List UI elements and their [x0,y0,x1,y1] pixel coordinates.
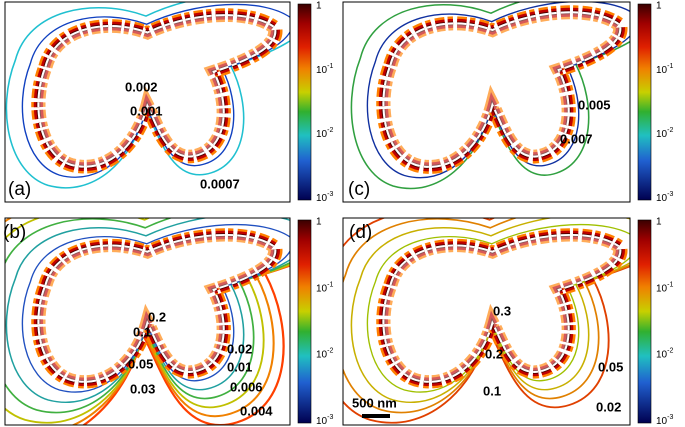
colorbar-tick: 10-3 [316,191,333,203]
tick-base: 10 [656,349,668,360]
colorbar [637,3,652,201]
tick-base: 10 [316,65,328,76]
colorbar [297,3,312,201]
tick-exp: -3 [327,191,333,198]
colorbar-tick: 10-3 [656,414,673,426]
contour-label: 0.3 [493,303,511,318]
tick-exp: -3 [327,414,333,421]
contour-label: 0.2 [148,309,166,324]
tick-base: 10 [316,193,328,204]
tick-exp: -2 [667,348,673,355]
colorbar-tick: 10-3 [316,414,333,426]
tick-exp: -1 [667,282,673,289]
tick-base: 10 [316,283,328,294]
colorbar-tick: 1 [316,217,322,228]
contour-label: 0.002 [125,79,158,94]
contour-label: 0.1 [133,324,151,339]
colorbar-tick: 10-2 [656,348,673,360]
panel-frame [342,217,631,426]
tick-exp: -3 [667,414,673,421]
contour-label: 0.05 [598,359,623,374]
contour-label: 0.2 [485,346,503,361]
colorbar-tick: 1 [656,217,662,228]
colorbar-tick: 1 [656,1,662,12]
colorbar-tick: 10-1 [656,63,673,75]
contours [5,2,290,189]
contours [350,2,630,190]
colorbar-tick: 10-3 [656,191,673,203]
tick-base: 10 [316,129,328,140]
contour-label: 0.02 [227,341,252,356]
colorbar-tick: 10-2 [316,348,333,360]
tick-exp: -2 [327,348,333,355]
colorbar-tick: 10-1 [656,282,673,294]
tick-base: 10 [316,416,328,427]
contour-label: 0.1 [483,383,501,398]
colorbar-tick: 10-2 [316,127,333,139]
panel: (b)0.20.10.050.030.020.010.0060.004110-1… [3,217,333,427]
tick-exp: -1 [327,282,333,289]
contour-label: 0.03 [130,381,155,396]
tick-base: 10 [656,65,668,76]
contour-label: 0.007 [560,131,593,146]
panel-label: (c) [348,179,370,200]
tick-base: 10 [656,283,668,294]
panel-label: (a) [8,179,31,200]
panel-frame [342,1,631,203]
contour-label: 0.0007 [200,176,240,191]
tick-base: 10 [656,193,668,204]
tick-exp: -2 [667,127,673,134]
colorbar-tick: 10-2 [656,127,673,139]
tick-exp: -1 [667,63,673,70]
contour-label: 0.05 [128,356,153,371]
contour-label: 0.005 [578,97,611,112]
contour-label: 0.006 [230,379,263,394]
scale-bar-label: 500 nm [352,395,397,410]
panel-frame [4,217,291,426]
tick-base: 10 [316,349,328,360]
colorbar [297,219,312,424]
contour-label: 0.001 [130,103,163,118]
contour-label: 0.02 [596,399,621,414]
panel-label: (d) [349,222,372,243]
colorbar-tick: 10-1 [316,282,333,294]
contour-label: 0.004 [240,403,273,418]
tick-base: 10 [656,129,668,140]
tick-base: 10 [656,416,668,427]
colorbar-tick: 1 [316,1,322,12]
panel-label: (b) [3,222,26,243]
tick-exp: -3 [667,191,673,198]
colorbar [637,219,652,424]
contour-label: 0.01 [227,359,252,374]
colorbar-tick: 10-1 [316,63,333,75]
tick-exp: -1 [327,63,333,70]
panel-frame [4,1,291,203]
tick-exp: -2 [327,127,333,134]
scale-bar [362,414,390,418]
contours [5,218,290,425]
